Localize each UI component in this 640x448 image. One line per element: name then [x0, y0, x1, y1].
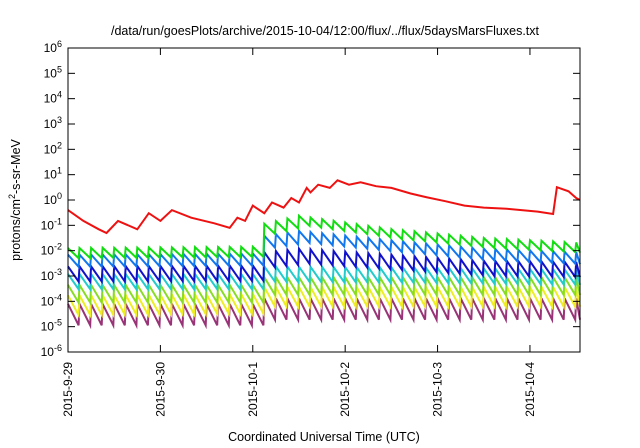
y-tick-label: 10-2 — [41, 242, 62, 258]
y-axis-label-suffix: -s-sr-MeV — [9, 138, 23, 194]
series-line-4 — [67, 245, 581, 285]
series-line-5 — [67, 263, 581, 293]
plot-frame — [67, 47, 581, 353]
y-tick-label: 102 — [44, 140, 62, 156]
y-tick-label: 10-4 — [41, 292, 62, 308]
y-tick-label: 104 — [44, 90, 62, 106]
x-tick-label: 2015-10-1 — [246, 362, 260, 417]
y-tick-label: 10-5 — [41, 318, 62, 334]
x-tick-label: 2015-9-29 — [61, 362, 75, 417]
y-axis-label-prefix: protons/cm — [9, 199, 23, 261]
x-tick-label: 2015-9-30 — [153, 362, 167, 417]
chart-title: /data/run/goesPlots/archive/2015-10-04/1… — [111, 24, 540, 38]
series-layer — [67, 179, 581, 330]
series-line-8 — [67, 294, 581, 330]
series-line-2 — [67, 213, 581, 261]
y-tick-label: 106 — [44, 39, 62, 55]
y-tick-label: 10-1 — [41, 216, 62, 232]
y-axis-label-sup: 2 — [7, 194, 17, 199]
series-line-1 — [67, 179, 581, 235]
series-line-3 — [67, 228, 581, 270]
series-line-7 — [67, 283, 581, 319]
y-axis: 10-6 10-5 10-4 10-3 10-2 10-1 100 101 102 103 104 1… — [41, 39, 580, 359]
series-line-6 — [67, 273, 581, 307]
y-tick-label: 101 — [44, 166, 62, 182]
y-tick-label: 100 — [44, 191, 62, 207]
x-tick-label: 2015-10-3 — [431, 362, 445, 417]
y-tick-label: 105 — [44, 64, 62, 80]
y-tick-label: 10-3 — [41, 267, 62, 283]
y-tick-label: 103 — [44, 115, 62, 131]
y-tick-label: 10-6 — [41, 343, 62, 359]
y-axis-label: protons/cm2-s-sr-MeV — [7, 138, 23, 260]
x-tick-label: 2015-10-2 — [338, 362, 352, 417]
x-axis-label: Coordinated Universal Time (UTC) — [228, 430, 420, 444]
x-axis: 2015-9-29 2015-9-30 2015-10-1 2015-10-2 2015… — [61, 48, 537, 417]
x-tick-label: 2015-10-4 — [523, 362, 537, 417]
